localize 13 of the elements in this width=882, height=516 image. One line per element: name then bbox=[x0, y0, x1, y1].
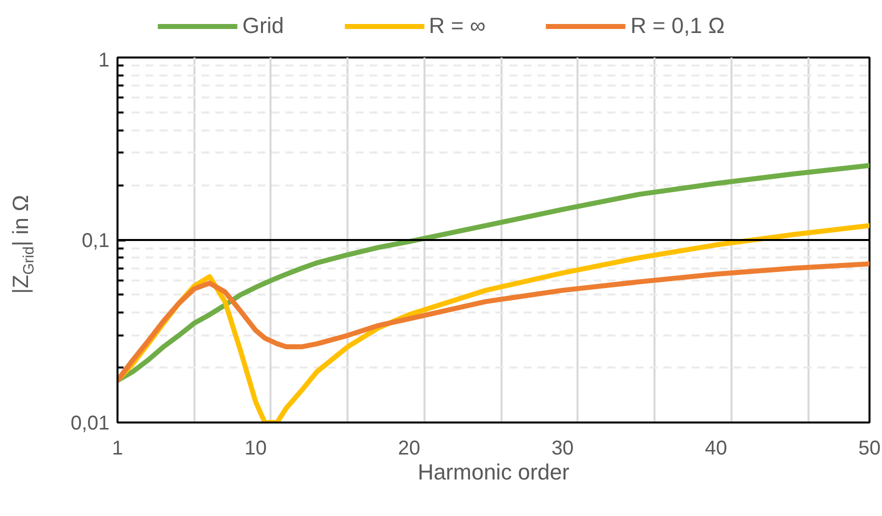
x-axis-title: Harmonic order bbox=[418, 460, 570, 484]
x-tick-label: 50 bbox=[858, 438, 881, 460]
y-tick-label: 0,1 bbox=[82, 230, 110, 252]
x-tick-label: 30 bbox=[551, 438, 574, 460]
x-tick-label: 40 bbox=[704, 438, 728, 460]
legend-label: Grid bbox=[242, 13, 284, 39]
y-tick-label: 0,01 bbox=[70, 412, 110, 434]
x-tick-label: 1 bbox=[112, 438, 124, 460]
y-tick-label: 1 bbox=[98, 50, 110, 72]
legend-label: R = 0,1 Ω bbox=[630, 13, 725, 39]
x-tick-label: 20 bbox=[398, 438, 420, 460]
legend-label: R = ∞ bbox=[428, 13, 486, 39]
x-tick-label: 10 bbox=[244, 438, 267, 460]
